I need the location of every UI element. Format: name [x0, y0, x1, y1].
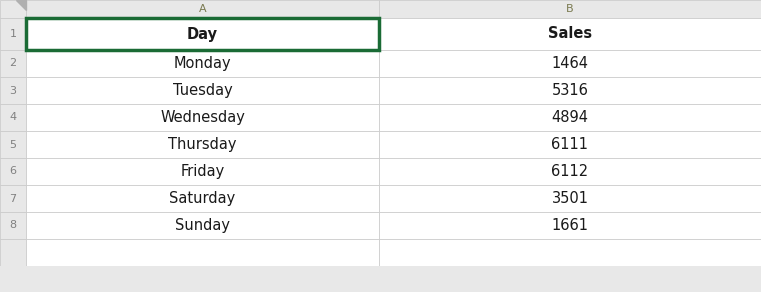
Text: 6: 6: [9, 166, 17, 176]
Bar: [26, 18, 379, 50]
Bar: [26, 50, 379, 77]
Text: Thursday: Thursday: [168, 137, 237, 152]
Text: Sales: Sales: [548, 27, 592, 41]
Text: 7: 7: [9, 194, 17, 204]
Bar: [0, 18, 26, 50]
Bar: [379, 0, 761, 18]
Bar: [379, 239, 761, 266]
Bar: [0, 266, 761, 292]
Text: 3: 3: [9, 86, 17, 95]
Bar: [26, 239, 379, 266]
Text: 1464: 1464: [552, 56, 588, 71]
Bar: [0, 50, 26, 77]
Bar: [0, 0, 26, 18]
Bar: [379, 77, 761, 104]
Bar: [379, 212, 761, 239]
Text: 1661: 1661: [552, 218, 588, 233]
Bar: [0, 185, 26, 212]
Bar: [0, 77, 26, 104]
Bar: [379, 185, 761, 212]
Polygon shape: [16, 0, 26, 10]
Text: 1: 1: [9, 29, 17, 39]
Text: 8: 8: [9, 220, 17, 230]
Bar: [0, 212, 26, 239]
Text: B: B: [566, 4, 574, 14]
Bar: [379, 158, 761, 185]
Text: Sunday: Sunday: [175, 218, 230, 233]
Bar: [0, 239, 26, 266]
Text: Wednesday: Wednesday: [160, 110, 245, 125]
Text: 2: 2: [9, 58, 17, 69]
Text: 6111: 6111: [552, 137, 588, 152]
Text: 3501: 3501: [552, 191, 588, 206]
Bar: [26, 212, 379, 239]
Bar: [26, 185, 379, 212]
Text: 6112: 6112: [552, 164, 588, 179]
Bar: [26, 104, 379, 131]
Text: Tuesday: Tuesday: [173, 83, 232, 98]
Bar: [26, 131, 379, 158]
Text: Day: Day: [187, 27, 218, 41]
Bar: [0, 158, 26, 185]
Bar: [379, 104, 761, 131]
Bar: [26, 158, 379, 185]
Text: A: A: [199, 4, 206, 14]
Text: 4894: 4894: [552, 110, 588, 125]
Bar: [379, 50, 761, 77]
Bar: [26, 77, 379, 104]
Text: Saturday: Saturday: [170, 191, 236, 206]
Text: 5316: 5316: [552, 83, 588, 98]
Bar: [379, 131, 761, 158]
Bar: [0, 131, 26, 158]
Text: 4: 4: [9, 112, 17, 123]
Text: Friday: Friday: [180, 164, 224, 179]
Text: Monday: Monday: [174, 56, 231, 71]
Bar: [379, 18, 761, 50]
Bar: [26, 0, 379, 18]
Bar: [26, 18, 379, 50]
Text: 5: 5: [9, 140, 17, 150]
Bar: [0, 104, 26, 131]
